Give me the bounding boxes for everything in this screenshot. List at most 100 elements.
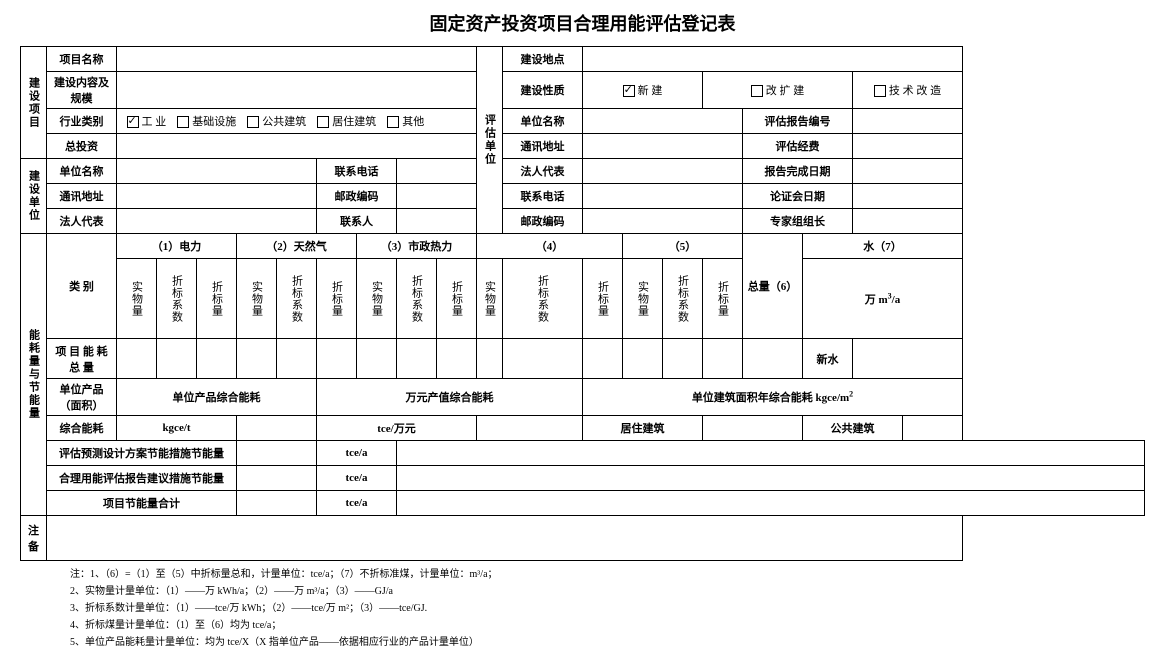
v-p3 — [357, 339, 397, 379]
v-fresh-water — [853, 339, 963, 379]
lbl-eval-cost: 评估经费 — [743, 134, 853, 159]
sh-c5: 折标系数 — [663, 259, 703, 339]
sh-c3: 折标系数 — [397, 259, 437, 339]
v-c5 — [663, 339, 703, 379]
lbl-comm-addr2: 通讯地址 — [503, 134, 583, 159]
sh-e4: 折标量 — [583, 259, 623, 339]
hdr-col5: （5） — [623, 234, 743, 259]
lbl-wanyuan-energy: 万元产值综合能耗 — [317, 379, 583, 416]
val-postcode — [397, 184, 477, 209]
lbl-legal-rep: 法人代表 — [47, 209, 117, 234]
v-pubbuild2 — [903, 416, 963, 441]
lbl-category: 类 别 — [47, 234, 117, 339]
lbl-unit-name: 单位名称 — [47, 159, 117, 184]
val-contact-tel — [397, 159, 477, 184]
section-build-unit: 建设单位 — [21, 159, 47, 234]
sh-p3: 实物量 — [357, 259, 397, 339]
val-eval-cost — [853, 134, 963, 159]
sh-p5: 实物量 — [623, 259, 663, 339]
val-build-loc — [583, 47, 963, 72]
v-e5 — [703, 339, 743, 379]
lbl-legal-rep2: 法人代表 — [503, 159, 583, 184]
lbl-unit-area-energy: 单位建筑面积年综合能耗 kgce/m2 — [583, 379, 963, 416]
v-tcewan — [477, 416, 583, 441]
sh-c1: 折标系数 — [157, 259, 197, 339]
lbl-report-no: 评估报告编号 — [743, 109, 853, 134]
blank1 — [397, 441, 1145, 466]
val-expert-lead — [853, 209, 963, 234]
val-total-invest — [117, 134, 477, 159]
fn4: 4、折标煤量计量单位：（1）至（6）均为 tce/a； — [70, 618, 1145, 634]
blank3 — [397, 491, 1145, 516]
v-p2 — [237, 339, 277, 379]
v-c3 — [397, 339, 437, 379]
fn1: 注：1、（6）=（1）至（5）中折标量总和，计量单位：tce/a；（7）不折标准… — [70, 567, 1145, 583]
v-p1 — [117, 339, 157, 379]
u-tcea1: tce/a — [317, 441, 397, 466]
hdr-water7: 水（7） — [803, 234, 963, 259]
lbl-complete-date: 报告完成日期 — [743, 159, 853, 184]
v-c2 — [277, 339, 317, 379]
val-report-no — [853, 109, 963, 134]
val-contact-tel2 — [583, 184, 743, 209]
val-content-scale — [117, 72, 477, 109]
val-comm-addr2 — [583, 134, 743, 159]
v-e4 — [583, 339, 623, 379]
opt-expand: 改 扩 建 — [703, 72, 853, 109]
v-proj-save-total — [237, 491, 317, 516]
v-e2 — [317, 339, 357, 379]
val-comm-addr — [117, 184, 317, 209]
opt-techrenov: 技 术 改 造 — [853, 72, 963, 109]
section-energy: 能耗量与节能量 — [21, 234, 47, 516]
lbl-comp-energy: 综合能耗 — [47, 416, 117, 441]
lbl-pubbuild2: 公共建筑 — [803, 416, 903, 441]
lbl-postcode2: 邮政编码 — [503, 209, 583, 234]
lbl-total-invest: 总投资 — [47, 134, 117, 159]
lbl-postcode: 邮政编码 — [317, 184, 397, 209]
hdr-total6: 总量（6） — [743, 234, 803, 339]
val-unit-name — [117, 159, 317, 184]
val-contact — [397, 209, 477, 234]
notes-area — [47, 516, 963, 561]
page-title: 固定资产投资项目合理用能评估登记表 — [20, 10, 1145, 36]
lbl-kgcet: kgce/t — [117, 416, 237, 441]
lbl-resbuild2: 居住建筑 — [583, 416, 703, 441]
val-hearing-date — [853, 184, 963, 209]
lbl-fresh-water: 新水 — [803, 339, 853, 379]
sh-e5: 折标量 — [703, 259, 743, 339]
opt-newbuild: 新 建 — [583, 72, 703, 109]
sh-c2: 折标系数 — [277, 259, 317, 339]
lbl-comm-addr: 通讯地址 — [47, 184, 117, 209]
lbl-expert-lead: 专家组组长 — [743, 209, 853, 234]
v-p4 — [477, 339, 503, 379]
val-unit-name2 — [583, 109, 743, 134]
v-c4 — [503, 339, 583, 379]
sh-p2: 实物量 — [237, 259, 277, 339]
sh-e2: 折标量 — [317, 259, 357, 339]
lbl-build-nature: 建设性质 — [503, 72, 583, 109]
u-tcea2: tce/a — [317, 466, 397, 491]
lbl-reasonable-save: 合理用能评估报告建议措施节能量 — [47, 466, 237, 491]
u-tcea3: tce/a — [317, 491, 397, 516]
sh-e3: 折标量 — [437, 259, 477, 339]
val-legal-rep2 — [583, 159, 743, 184]
lbl-contact: 联系人 — [317, 209, 397, 234]
lbl-industry-cat: 行业类别 — [47, 109, 117, 134]
v-resbuild2 — [703, 416, 803, 441]
v-e1 — [197, 339, 237, 379]
v-e3 — [437, 339, 477, 379]
v-total6 — [743, 339, 803, 379]
main-table: 建设项目 项目名称 评估单位 建设地点 建设内容及规模 建设性质 新 建 改 扩… — [20, 46, 1145, 561]
lbl-proj-name: 项目名称 — [47, 47, 117, 72]
lbl-unit-name2: 单位名称 — [503, 109, 583, 134]
lbl-build-loc: 建设地点 — [503, 47, 583, 72]
sh-c4: 折标系数 — [503, 259, 583, 339]
val-postcode2 — [583, 209, 743, 234]
section-notes: 注 备 — [21, 516, 47, 561]
fn2: 2、实物量计量单位：（1）——万 kWh/a；（2）——万 m³/a；（3）——… — [70, 584, 1145, 600]
lbl-tcewan: tce/万元 — [317, 416, 477, 441]
fn5: 5、单位产品能耗量计量单位：均为 tce/X（X 指单位产品——依据相应行业的产… — [70, 635, 1145, 651]
v-c1 — [157, 339, 197, 379]
footnotes: 注：1、（6）=（1）至（5）中折标量总和，计量单位：tce/a；（7）不折标准… — [70, 567, 1145, 651]
v-reasonable-save — [237, 466, 317, 491]
